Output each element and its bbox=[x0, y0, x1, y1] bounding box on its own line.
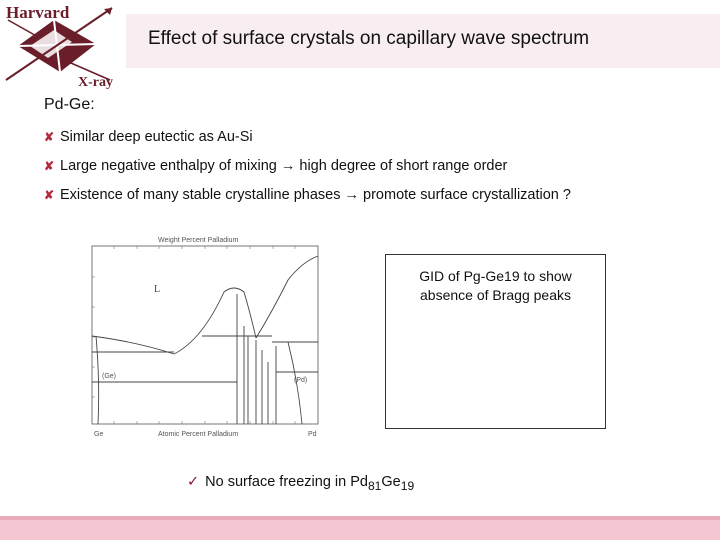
list-item: ✘ Large negative enthalpy of mixing → hig… bbox=[44, 158, 508, 174]
note-sub-1: 81 bbox=[367, 478, 382, 493]
pd-ge-phase-diagram: Weight Percent Palladium Atomic Percent … bbox=[62, 232, 330, 444]
note-sub-2: 19 bbox=[400, 478, 415, 493]
list-item: ✘ Similar deep eutectic as Au-Si bbox=[44, 129, 253, 145]
right-element-label: Pd bbox=[308, 431, 317, 438]
conclusion-note: ✓ No surface freezing in Pd81Ge19 bbox=[187, 474, 414, 493]
left-element-label: Ge bbox=[94, 431, 103, 438]
ge-phase-label: (Ge) bbox=[102, 373, 116, 380]
check-icon: ✓ bbox=[187, 474, 200, 490]
slide-title: Effect of surface crystals on capillary … bbox=[148, 28, 590, 49]
note-prefix: No surface freezing in Pd bbox=[205, 474, 368, 490]
harvard-xray-logo: Harvard X-ray bbox=[0, 0, 125, 92]
note-mid: Ge bbox=[381, 474, 401, 490]
x-mark-icon: ✘ bbox=[44, 130, 55, 144]
gid-placeholder-box: GID of Pg-Ge19 to show absence of Bragg … bbox=[385, 254, 606, 429]
pd-phase-label: (Pd) bbox=[294, 377, 307, 384]
title-bar bbox=[126, 14, 720, 68]
logo-bottom-text: X-ray bbox=[78, 75, 113, 90]
liquid-label: L bbox=[154, 284, 160, 295]
bottom-axis-label: Atomic Percent Palladium bbox=[158, 431, 238, 438]
top-axis-label: Weight Percent Palladium bbox=[158, 237, 239, 244]
x-mark-icon: ✘ bbox=[44, 188, 55, 202]
footer-bar bbox=[0, 516, 720, 540]
gid-caption: GID of Pg-Ge19 to show absence of Bragg … bbox=[419, 268, 572, 303]
bullet-list: ✘ Similar deep eutectic as Au-Si ✘ Large n… bbox=[44, 128, 571, 215]
x-mark-icon: ✘ bbox=[44, 159, 55, 173]
logo-top-text: Harvard bbox=[6, 3, 70, 22]
section-heading: Pd-Ge: bbox=[44, 96, 95, 113]
list-item: ✘ Existence of many stable crystalline ph… bbox=[44, 187, 571, 203]
footer-stripe bbox=[0, 516, 720, 520]
